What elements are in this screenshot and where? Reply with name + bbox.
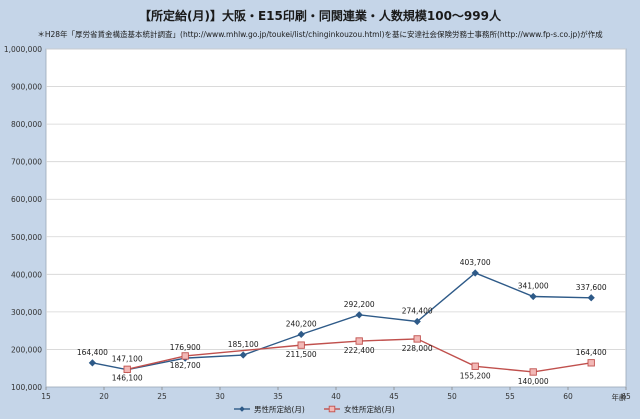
data-label: 155,200 bbox=[460, 371, 491, 380]
data-label: 337,600 bbox=[576, 283, 607, 292]
data-label: 292,200 bbox=[344, 300, 375, 309]
data-label: 147,100 bbox=[112, 354, 143, 363]
y-tick-label: 500,000 bbox=[11, 233, 42, 242]
legend-label: 男性所定給(月) bbox=[254, 404, 305, 414]
data-point bbox=[471, 362, 479, 370]
grid-lines bbox=[46, 48, 626, 350]
data-label: 182,700 bbox=[170, 361, 201, 370]
x-tick-label: 35 bbox=[273, 392, 283, 401]
legend-marker bbox=[239, 406, 245, 412]
data-point bbox=[88, 359, 97, 367]
data-label: 341,000 bbox=[518, 281, 549, 290]
y-tick-label: 800,000 bbox=[11, 120, 42, 129]
legend-marker bbox=[328, 405, 336, 413]
data-label: 164,400 bbox=[77, 348, 108, 357]
data-label: 164,400 bbox=[576, 348, 607, 357]
axes: 100,000 200,000 300,000 400,000 500,000 600,0… bbox=[4, 45, 631, 401]
x-tick-label: 15 bbox=[41, 392, 51, 401]
data-point bbox=[471, 269, 479, 277]
x-tick-label: 40 bbox=[331, 392, 341, 401]
data-label: 274,400 bbox=[402, 307, 433, 316]
series-line bbox=[92, 272, 592, 371]
data-point bbox=[297, 330, 305, 338]
y-tick-label: 100,000 bbox=[11, 383, 42, 392]
x-tick-label: 55 bbox=[505, 392, 515, 401]
data-point bbox=[413, 317, 421, 326]
data-label: 176,900 bbox=[170, 343, 201, 352]
y-tick-label: 600,000 bbox=[11, 195, 42, 204]
data-point bbox=[239, 351, 247, 359]
plot-area bbox=[45, 48, 627, 388]
x-tick-label: 60 bbox=[563, 392, 573, 401]
data-point bbox=[413, 335, 421, 343]
x-tick-label: 20 bbox=[99, 392, 109, 401]
data-point bbox=[123, 365, 131, 373]
y-tick-label: 300,000 bbox=[11, 308, 42, 317]
series-line bbox=[127, 338, 592, 373]
chart-subtitle: ＊H28年「厚労省賃金構造基本統計調査」(http://www.mhlw.go.… bbox=[37, 29, 603, 39]
y-tick-label: 1,000,000 bbox=[4, 45, 42, 54]
data-point bbox=[529, 368, 537, 376]
x-tick-label: 30 bbox=[215, 392, 225, 401]
x-tick-label: 65 bbox=[621, 392, 631, 401]
data-label: 240,200 bbox=[286, 319, 317, 328]
data-label: 228,000 bbox=[402, 344, 433, 353]
data-point bbox=[587, 359, 595, 367]
data-label: 403,700 bbox=[460, 258, 491, 267]
series-layer bbox=[88, 269, 595, 376]
data-label: 140,000 bbox=[518, 377, 549, 386]
chart-title: 【所定給(月)】大阪・E15印刷・同関連業・人数規模100～999人 bbox=[139, 8, 502, 23]
y-tick-label: 900,000 bbox=[11, 83, 42, 92]
y-tick-label: 200,000 bbox=[11, 345, 42, 354]
data-point bbox=[355, 311, 363, 319]
data-point bbox=[355, 337, 363, 345]
legend-label: 女性所定給(月) bbox=[344, 404, 395, 414]
legend: 男性所定給(月) 女性所定給(月) bbox=[234, 404, 395, 414]
x-tick-label: 50 bbox=[447, 392, 457, 401]
x-axis-label: 年齢 bbox=[612, 392, 627, 402]
data-label: 185,100 bbox=[228, 340, 259, 349]
data-point bbox=[181, 352, 189, 360]
data-point bbox=[587, 294, 595, 302]
y-tick-label: 700,000 bbox=[11, 158, 42, 167]
data-point bbox=[297, 341, 305, 349]
data-labels: 164,400 146,100 176,900 185,100 240,200 292,2… bbox=[77, 258, 607, 386]
x-tick-label: 25 bbox=[157, 392, 167, 401]
y-tick-label: 400,000 bbox=[11, 270, 42, 279]
x-tick-label: 45 bbox=[389, 392, 399, 401]
data-label: 211,500 bbox=[286, 350, 317, 359]
data-label: 222,400 bbox=[344, 346, 375, 355]
data-label: 146,100 bbox=[112, 374, 143, 383]
data-point bbox=[529, 292, 537, 301]
